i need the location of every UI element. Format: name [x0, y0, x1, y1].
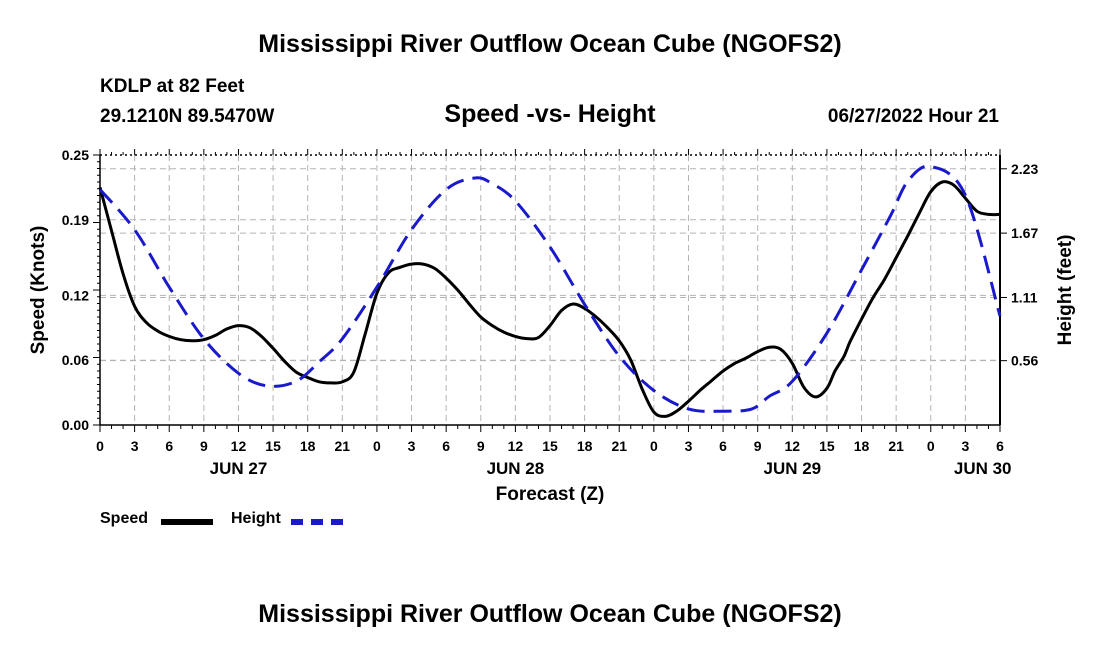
x-tick-label: 18: [577, 438, 593, 454]
x-tick-label: 12: [785, 438, 801, 454]
station-label: KDLP at 82 Feet: [100, 76, 245, 97]
x-tick-label: 0: [927, 438, 935, 454]
y-right-axis-title: Height (feet): [1055, 235, 1076, 346]
x-tick-label: 3: [961, 438, 969, 454]
x-tick-label: 18: [300, 438, 316, 454]
x-tick-label: 21: [611, 438, 627, 454]
x-date-label: JUN 30: [954, 459, 1012, 478]
y-right-tick-label: 0.56: [1011, 353, 1038, 369]
x-date-label: JUN 29: [763, 459, 821, 478]
y-left-tick-label: 0.06: [62, 352, 89, 368]
page-title-footer: Mississippi River Outflow Ocean Cube (NG…: [258, 600, 842, 628]
chart-title: Speed -vs- Height: [444, 100, 656, 128]
x-tick-label: 6: [719, 438, 727, 454]
x-tick-label: 9: [200, 438, 208, 454]
x-tick-label: 0: [96, 438, 104, 454]
y-right-tick-label: 1.11: [1011, 289, 1038, 305]
x-tick-label: 3: [131, 438, 139, 454]
forecast-timestamp: 06/27/2022 Hour 21: [827, 106, 999, 127]
legend-height-label: Height: [231, 510, 281, 527]
x-date-label: JUN 27: [210, 459, 268, 478]
x-tick-label: 0: [650, 438, 658, 454]
x-axis-title: Forecast (Z): [496, 484, 605, 505]
x-tick-label: 15: [542, 438, 558, 454]
x-tick-label: 3: [408, 438, 416, 454]
x-tick-label: 9: [754, 438, 762, 454]
y-right-tick-label: 2.23: [1011, 161, 1038, 177]
x-tick-label: 6: [442, 438, 450, 454]
x-tick-label: 0: [373, 438, 381, 454]
legend-speed-label: Speed: [100, 510, 149, 527]
page-title: Mississippi River Outflow Ocean Cube (NG…: [258, 30, 842, 58]
x-tick-label: 21: [888, 438, 904, 454]
series-height-line: [98, 164, 1002, 413]
y-right-tick-label: 1.67: [1011, 225, 1038, 241]
y-left-tick-label: 0.25: [62, 147, 89, 163]
y-left-tick-label: 0.00: [62, 417, 89, 433]
x-tick-label: 9: [477, 438, 485, 454]
x-tick-label: 12: [231, 438, 247, 454]
legend-height-swatch: [291, 519, 343, 525]
x-tick-label: 21: [335, 438, 351, 454]
y-left-axis-title: Speed (Knots): [28, 226, 49, 355]
legend-speed-swatch: [161, 519, 213, 525]
x-tick-label: 12: [508, 438, 524, 454]
x-date-label: JUN 28: [487, 459, 545, 478]
x-tick-label: 18: [854, 438, 870, 454]
coordinates-label: 29.1210N 89.5470W: [100, 106, 275, 127]
x-tick-label: 3: [685, 438, 693, 454]
y-left-tick-label: 0.12: [62, 287, 89, 303]
series-speed-line: [98, 180, 1001, 418]
x-tick-label: 6: [165, 438, 173, 454]
x-tick-label: 15: [819, 438, 835, 454]
x-tick-label: 6: [996, 438, 1004, 454]
x-tick-label: 15: [265, 438, 281, 454]
y-left-tick-label: 0.19: [62, 212, 89, 228]
